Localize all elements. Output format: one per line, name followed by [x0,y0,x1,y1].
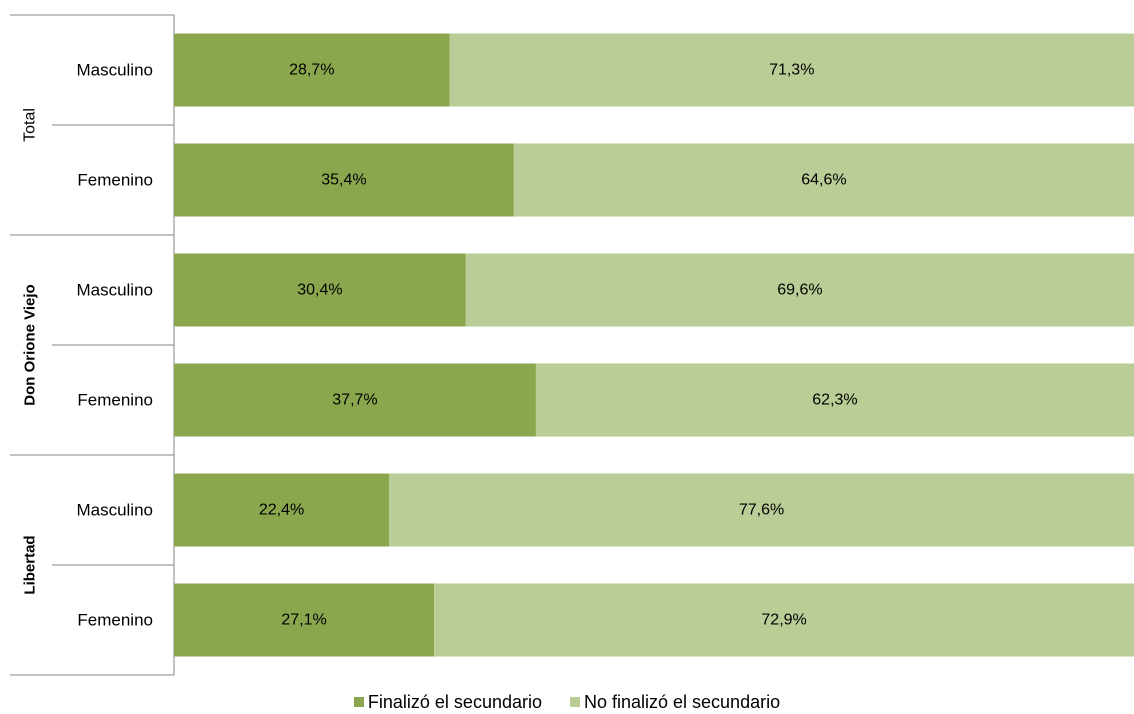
category-label: Masculino [76,501,153,520]
legend-swatch-no-finalizo [569,697,580,707]
labels: Total Don Orione Viejo Libertad Masculino 28… [22,61,858,630]
data-label: 35,4% [321,172,366,189]
bar-no-finalizo [535,363,1134,437]
data-label: 22,4% [259,502,304,519]
bar-no-finalizo [513,143,1134,217]
legend-swatch-finalizo [353,697,364,707]
data-label: 37,7% [332,392,377,409]
bar-no-finalizo [465,253,1134,327]
stacked-bar-chart: Total Don Orione Viejo Libertad Masculino 28… [10,14,1134,676]
data-label: 62,3% [812,392,857,409]
bar-finalizo [174,583,435,657]
legend-label-finalizo: Finalizó el secundario [367,691,542,712]
group-label: Don Orione Viejo [22,284,39,405]
data-label: 71,3% [769,62,814,79]
bar-no-finalizo [449,33,1134,107]
data-label: 30,4% [297,282,342,299]
category-label: Femenino [77,391,153,410]
data-label: 72,9% [761,612,806,629]
bars [174,33,1134,657]
legend-item-no-finalizo: No finalizó el secundario [569,691,781,713]
legend-item-finalizo: Finalizó el secundario [353,691,542,713]
data-label: 77,6% [739,502,784,519]
data-label: 64,6% [801,172,846,189]
group-label: Total [22,108,39,142]
bar-no-finalizo [434,583,1134,657]
category-label: Masculino [76,281,153,300]
legend-label-no-finalizo: No finalizó el secundario [583,691,781,712]
bar-no-finalizo [389,473,1134,547]
data-label: 27,1% [281,612,326,629]
data-label: 69,6% [777,282,822,299]
bar-finalizo [174,473,390,547]
category-label: Femenino [77,171,153,190]
bar-finalizo [174,253,466,327]
category-label: Femenino [77,611,153,630]
group-label: Libertad [22,535,39,594]
data-label: 28,7% [289,62,334,79]
bar-finalizo [174,33,450,107]
legend: Finalizó el secundario No finalizó el se… [0,690,1134,714]
category-axis [10,14,175,676]
bar-finalizo [174,143,514,217]
category-label: Masculino [76,61,153,80]
bar-finalizo [174,363,536,437]
